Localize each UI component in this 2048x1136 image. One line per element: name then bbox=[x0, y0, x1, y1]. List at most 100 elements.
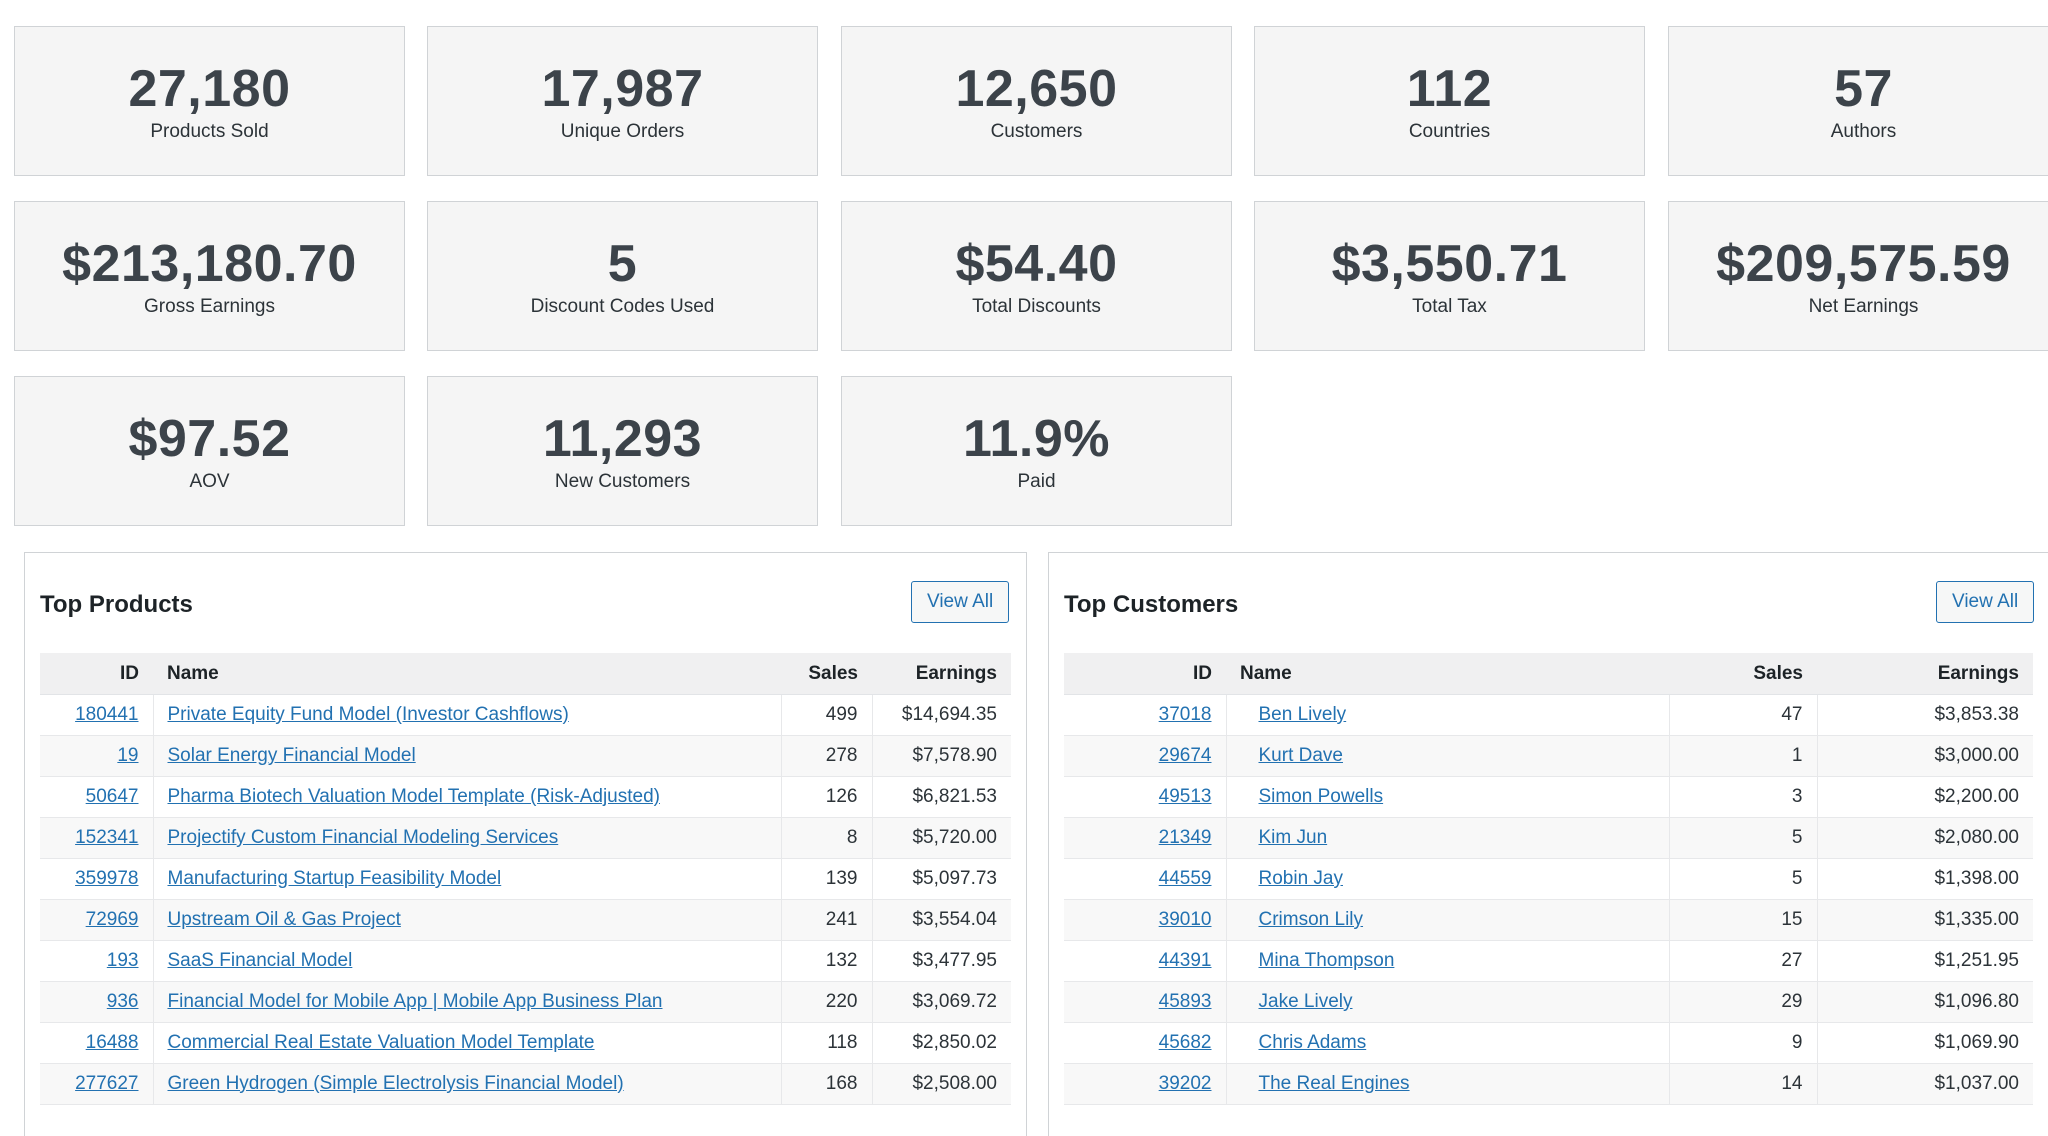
customer-name-link[interactable]: Chris Adams bbox=[1258, 1032, 1367, 1053]
customer-name-link[interactable]: Kurt Dave bbox=[1258, 745, 1343, 766]
earnings-cell: $7,578.90 bbox=[872, 735, 1011, 777]
customer-name-link[interactable]: Robin Jay bbox=[1258, 868, 1344, 889]
earnings-cell: $2,508.00 bbox=[872, 1063, 1011, 1105]
stat-label: Discount Codes Used bbox=[530, 296, 715, 317]
customer-id-link[interactable]: 49513 bbox=[1158, 786, 1212, 807]
stat-value: 11,293 bbox=[542, 410, 703, 468]
product-name-link[interactable]: Manufacturing Startup Feasibility Model bbox=[167, 868, 502, 889]
product-id-link[interactable]: 50647 bbox=[85, 786, 139, 807]
customer-name-link[interactable]: Ben Lively bbox=[1258, 704, 1347, 725]
stat-tile-net-earnings: $209,575.59 Net Earnings bbox=[1668, 201, 2048, 351]
customer-id-link[interactable]: 29674 bbox=[1158, 745, 1212, 766]
product-id-link[interactable]: 72969 bbox=[85, 909, 139, 930]
panel-title: Top Products bbox=[40, 591, 193, 618]
product-id-link[interactable]: 359978 bbox=[75, 868, 139, 889]
table-row: 29674 Kurt Dave 1 $3,000.00 bbox=[1064, 735, 2033, 777]
stat-value: 27,180 bbox=[128, 60, 291, 118]
product-name-link[interactable]: SaaS Financial Model bbox=[167, 950, 353, 971]
column-header-sales[interactable]: Sales bbox=[781, 653, 872, 695]
stat-label: Authors bbox=[1830, 121, 1897, 142]
earnings-cell: $1,251.95 bbox=[1817, 940, 2033, 982]
earnings-cell: $1,037.00 bbox=[1817, 1063, 2033, 1105]
customer-name-link[interactable]: Kim Jun bbox=[1258, 827, 1328, 848]
sales-cell: 5 bbox=[1669, 817, 1818, 859]
customer-id-link[interactable]: 39202 bbox=[1158, 1073, 1212, 1094]
sales-cell: 47 bbox=[1669, 694, 1818, 736]
product-id-link[interactable]: 16488 bbox=[85, 1032, 139, 1053]
stat-value: $3,550.71 bbox=[1331, 235, 1568, 293]
column-header-id[interactable]: ID bbox=[1064, 653, 1226, 695]
stat-tile-countries: 112 Countries bbox=[1254, 26, 1645, 176]
product-name-link[interactable]: Projectify Custom Financial Modeling Ser… bbox=[167, 827, 559, 848]
table-row: 936 Financial Model for Mobile App | Mob… bbox=[40, 981, 1011, 1023]
customer-id-link[interactable]: 37018 bbox=[1158, 704, 1212, 725]
stat-value: $97.52 bbox=[128, 410, 291, 468]
stat-tile-products-sold: 27,180 Products Sold bbox=[14, 26, 405, 176]
stat-value: 17,987 bbox=[541, 60, 704, 118]
stat-tile-customers: 12,650 Customers bbox=[841, 26, 1232, 176]
product-id-link[interactable]: 193 bbox=[106, 950, 139, 971]
customer-id-link[interactable]: 45893 bbox=[1158, 991, 1212, 1012]
sales-cell: 15 bbox=[1669, 899, 1818, 941]
stat-value: $213,180.70 bbox=[62, 235, 357, 293]
earnings-cell: $3,000.00 bbox=[1817, 735, 2033, 777]
product-name-link[interactable]: Green Hydrogen (Simple Electrolysis Fina… bbox=[167, 1073, 624, 1094]
sales-cell: 27 bbox=[1669, 940, 1818, 982]
customer-name-link[interactable]: Jake Lively bbox=[1258, 991, 1353, 1012]
product-name-link[interactable]: Upstream Oil & Gas Project bbox=[167, 909, 401, 930]
product-name-link[interactable]: Solar Energy Financial Model bbox=[167, 745, 416, 766]
earnings-cell: $3,554.04 bbox=[872, 899, 1011, 941]
customer-id-link[interactable]: 44391 bbox=[1158, 950, 1212, 971]
stat-label: Unique Orders bbox=[560, 121, 685, 142]
customer-id-link[interactable]: 44559 bbox=[1158, 868, 1212, 889]
table-row: 193 SaaS Financial Model 132 $3,477.95 bbox=[40, 940, 1011, 982]
customer-name-link[interactable]: Mina Thompson bbox=[1258, 950, 1395, 971]
stat-tile-total-tax: $3,550.71 Total Tax bbox=[1254, 201, 1645, 351]
earnings-cell: $3,853.38 bbox=[1817, 694, 2033, 736]
table-row: 180441 Private Equity Fund Model (Invest… bbox=[40, 694, 1011, 736]
sales-cell: 139 bbox=[781, 858, 873, 900]
product-id-link[interactable]: 152341 bbox=[75, 827, 139, 848]
column-header-earnings[interactable]: Earnings bbox=[1817, 653, 2033, 695]
stat-value: 112 bbox=[1406, 60, 1493, 118]
stat-label: Total Tax bbox=[1412, 296, 1487, 317]
earnings-cell: $5,720.00 bbox=[872, 817, 1011, 859]
top-customers-panel: Top Customers View All ID Name Sales Ear… bbox=[1048, 552, 2048, 1136]
product-id-link[interactable]: 277627 bbox=[75, 1073, 139, 1094]
column-header-sales[interactable]: Sales bbox=[1669, 653, 1817, 695]
view-all-products-button[interactable]: View All bbox=[911, 581, 1010, 623]
stat-label: Net Earnings bbox=[1808, 296, 1919, 317]
column-header-id[interactable]: ID bbox=[40, 653, 153, 695]
earnings-cell: $14,694.35 bbox=[872, 694, 1011, 736]
top-products-table: ID Name Sales Earnings 180441 Private Eq… bbox=[40, 653, 1011, 1105]
earnings-cell: $1,069.90 bbox=[1817, 1022, 2033, 1064]
product-name-link[interactable]: Pharma Biotech Valuation Model Template … bbox=[167, 786, 660, 807]
table-row: 152341 Projectify Custom Financial Model… bbox=[40, 817, 1011, 859]
column-header-name[interactable]: Name bbox=[153, 653, 781, 695]
customer-id-link[interactable]: 21349 bbox=[1158, 827, 1212, 848]
stat-label: Gross Earnings bbox=[144, 296, 275, 317]
customer-id-link[interactable]: 39010 bbox=[1158, 909, 1212, 930]
product-name-link[interactable]: Financial Model for Mobile App | Mobile … bbox=[167, 991, 663, 1012]
earnings-cell: $1,096.80 bbox=[1817, 981, 2033, 1023]
table-row: 44559 Robin Jay 5 $1,398.00 bbox=[1064, 858, 2033, 900]
customer-name-link[interactable]: The Real Engines bbox=[1258, 1073, 1410, 1094]
column-header-name[interactable]: Name bbox=[1226, 653, 1669, 695]
stat-value: 5 bbox=[607, 235, 638, 293]
product-id-link[interactable]: 19 bbox=[117, 745, 139, 766]
product-id-link[interactable]: 180441 bbox=[75, 704, 139, 725]
customer-name-link[interactable]: Simon Powells bbox=[1258, 786, 1384, 807]
customer-name-link[interactable]: Crimson Lily bbox=[1258, 909, 1364, 930]
view-all-customers-button[interactable]: View All bbox=[1936, 581, 2035, 623]
earnings-cell: $2,850.02 bbox=[872, 1022, 1011, 1064]
customer-id-link[interactable]: 45682 bbox=[1158, 1032, 1212, 1053]
table-header-row: ID Name Sales Earnings bbox=[40, 653, 1011, 695]
stat-value: $54.40 bbox=[955, 235, 1118, 293]
stat-label: AOV bbox=[189, 471, 230, 492]
product-name-link[interactable]: Commercial Real Estate Valuation Model T… bbox=[167, 1032, 595, 1053]
column-header-earnings[interactable]: Earnings bbox=[872, 653, 1011, 695]
sales-cell: 132 bbox=[781, 940, 873, 982]
product-id-link[interactable]: 936 bbox=[106, 991, 139, 1012]
top-customers-table: ID Name Sales Earnings 37018 Ben Lively … bbox=[1064, 653, 2033, 1105]
product-name-link[interactable]: Private Equity Fund Model (Investor Cash… bbox=[167, 704, 569, 725]
